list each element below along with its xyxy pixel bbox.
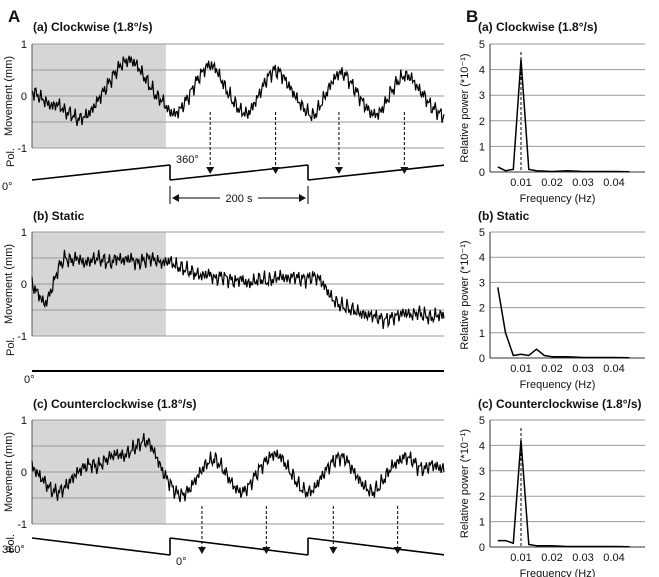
spectrum-panel-0: (a) Clockwise (1.8°/s) 0 1 2 3 4 5 Relative pow…: [459, 20, 645, 205]
x-tick-label: 0.02: [541, 552, 562, 564]
y-tick-label: 0: [479, 353, 485, 365]
y-tick-label: 5: [479, 227, 485, 239]
power-spectrum-line: [497, 440, 630, 548]
y-tick-label: 1: [21, 39, 27, 51]
panel-letter-a: A: [8, 7, 20, 26]
period-label: 200 s: [226, 193, 253, 205]
y-tick-label: 2: [479, 491, 485, 503]
spectrum-panel-1: (b) Static 0 1 2 3 4 5 Relative power (*10⁻¹) 0.…: [459, 209, 645, 391]
y-tick-label: 0: [21, 467, 27, 479]
x-tick-label: 0.02: [541, 363, 562, 375]
x-tick-label: 0.01: [510, 363, 531, 375]
period-label-bg: [220, 191, 258, 205]
x-tick-label: 0.02: [541, 177, 562, 189]
y-tick-label: -1: [17, 519, 27, 531]
x-axis-label: Frequency (Hz): [520, 568, 596, 577]
spectrum-panel-2: (c) Counterclockwise (1.8°/s) 0 1 2 3 4 5 Relat…: [459, 397, 645, 577]
y-axis-label: Relative power (*10⁻¹): [459, 240, 471, 349]
movement-trace: [31, 433, 445, 503]
y-tick-label: 5: [479, 415, 485, 427]
y-tick-label: 1: [21, 415, 27, 427]
y-tick-label: 0: [479, 167, 485, 179]
pol-ramp: [31, 164, 445, 181]
y-tick-label: 4: [479, 252, 485, 264]
x-tick-label: 0.04: [603, 552, 624, 564]
y-tick-label: 1: [21, 227, 27, 239]
y-axis-label: Relative power (*10⁻¹): [459, 429, 471, 538]
x-tick-label: 0.03: [572, 363, 593, 375]
x-axis-label: Frequency (Hz): [520, 193, 596, 205]
y-tick-label: -1: [17, 143, 27, 155]
panel-letter-b: B: [466, 7, 478, 26]
pol-label: Pol.: [5, 337, 17, 356]
y-tick-label: -1: [17, 331, 27, 343]
x-tick-label: 0.03: [572, 177, 593, 189]
pol-label: Pol.: [5, 148, 17, 167]
y-tick-label: 4: [479, 440, 485, 452]
y-tick-label: 1: [479, 328, 485, 340]
y-tick-label: 4: [479, 65, 485, 77]
pol-start-label: 0°: [24, 374, 35, 386]
x-tick-label: 0.03: [572, 552, 593, 564]
power-spectrum-line: [497, 287, 630, 359]
pol-peak-label: 360°: [176, 154, 199, 166]
time-panel-2: (c) Counterclockwise (1.8°/s) 1 0 -1Movemen…: [2, 397, 445, 568]
y-tick-label: 3: [479, 277, 485, 289]
movement-trace: [31, 249, 445, 330]
y-tick-label: 3: [479, 466, 485, 478]
movement-trace: [31, 55, 445, 126]
panel-title: (c) Counterclockwise (1.8°/s): [33, 397, 197, 411]
x-tick-label: 0.01: [510, 177, 531, 189]
panel-title: (b) Static: [33, 209, 85, 223]
pol-start-label: 360°: [2, 544, 25, 556]
panel-title: (c) Counterclockwise (1.8°/s): [478, 397, 642, 411]
pol-label: Pol.: [5, 534, 17, 553]
y-tick-label: 3: [479, 90, 485, 102]
y-axis-label: Movement (mm): [3, 432, 15, 512]
y-tick-label: 0: [21, 279, 27, 291]
pol-peak-label: 0°: [176, 556, 187, 568]
y-tick-label: 2: [479, 303, 485, 315]
y-tick-label: 5: [479, 39, 485, 51]
panel-title: (a) Clockwise (1.8°/s): [478, 20, 598, 34]
x-tick-label: 0.04: [603, 363, 624, 375]
pol-start-label: 0°: [2, 181, 13, 193]
y-axis-label: Relative power (*10⁻¹): [459, 53, 471, 162]
panel-title: (b) Static: [478, 209, 530, 223]
y-tick-label: 1: [479, 141, 485, 153]
panel-title: (a) Clockwise (1.8°/s): [33, 20, 153, 34]
y-tick-label: 1: [479, 517, 485, 529]
y-tick-label: 0: [21, 91, 27, 103]
y-axis-label: Movement (mm): [3, 56, 15, 136]
x-axis-label: Frequency (Hz): [520, 379, 596, 391]
power-spectrum-line: [497, 59, 630, 173]
x-tick-label: 0.04: [603, 177, 624, 189]
x-tick-label: 0.01: [510, 552, 531, 564]
y-tick-label: 2: [479, 116, 485, 128]
pol-ramp: [31, 537, 445, 556]
y-tick-label: 0: [479, 542, 485, 554]
y-axis-label: Movement (mm): [3, 244, 15, 324]
